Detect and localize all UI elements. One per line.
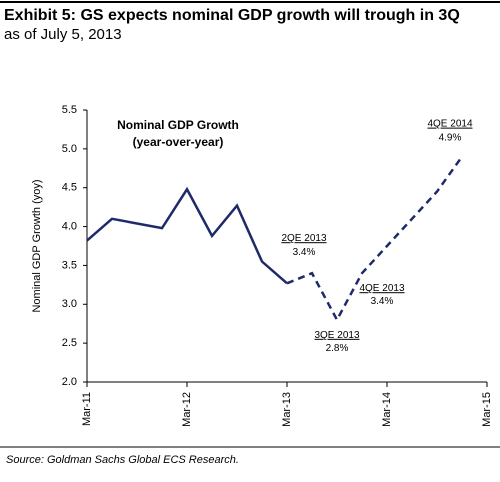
value-label: 4.9% bbox=[439, 133, 462, 144]
point-label: 2QE 2013 bbox=[281, 233, 326, 244]
header: Exhibit 5: GS expects nominal GDP growth… bbox=[4, 7, 460, 43]
x-tick-label: Mar-15 bbox=[481, 392, 493, 427]
y-tick-label: 4.0 bbox=[62, 220, 77, 232]
y-tick-label: 5.0 bbox=[62, 143, 77, 155]
y-tick-label: 2.0 bbox=[62, 376, 77, 388]
series-line bbox=[86, 186, 288, 285]
source: Source: Goldman Sachs Global ECS Researc… bbox=[6, 454, 239, 466]
value-label: 3.4% bbox=[293, 247, 316, 258]
value-label: 2.8% bbox=[326, 343, 349, 354]
chart-title: Exhibit 5: GS expects nominal GDP growth… bbox=[4, 7, 460, 24]
x-tick-label: Mar-13 bbox=[281, 392, 293, 427]
point-label: 4QE 2013 bbox=[359, 283, 404, 294]
y-tick-label: 3.5 bbox=[62, 259, 77, 271]
y-tick-label: 4.5 bbox=[62, 182, 77, 194]
value-label: 3.4% bbox=[371, 296, 394, 307]
x-tick-label: Mar-14 bbox=[381, 392, 393, 427]
point-label: 4QE 2014 bbox=[427, 119, 472, 130]
y-tick-label: 2.5 bbox=[62, 337, 77, 349]
y-tick-label: 5.5 bbox=[62, 104, 77, 116]
y-axis-label: Nominal GDP Growth (yoy) bbox=[31, 179, 43, 312]
y-tick-label: 3.0 bbox=[62, 298, 77, 310]
x-tick-label: Mar-11 bbox=[81, 392, 93, 426]
x-tick-label: Mar-12 bbox=[181, 392, 193, 427]
point-label: 3QE 2013 bbox=[314, 330, 359, 341]
annotation: (year-over-year) bbox=[133, 135, 224, 149]
chart-subtitle: as of July 5, 2013 bbox=[4, 26, 122, 43]
annotation: Nominal GDP Growth bbox=[117, 118, 239, 132]
